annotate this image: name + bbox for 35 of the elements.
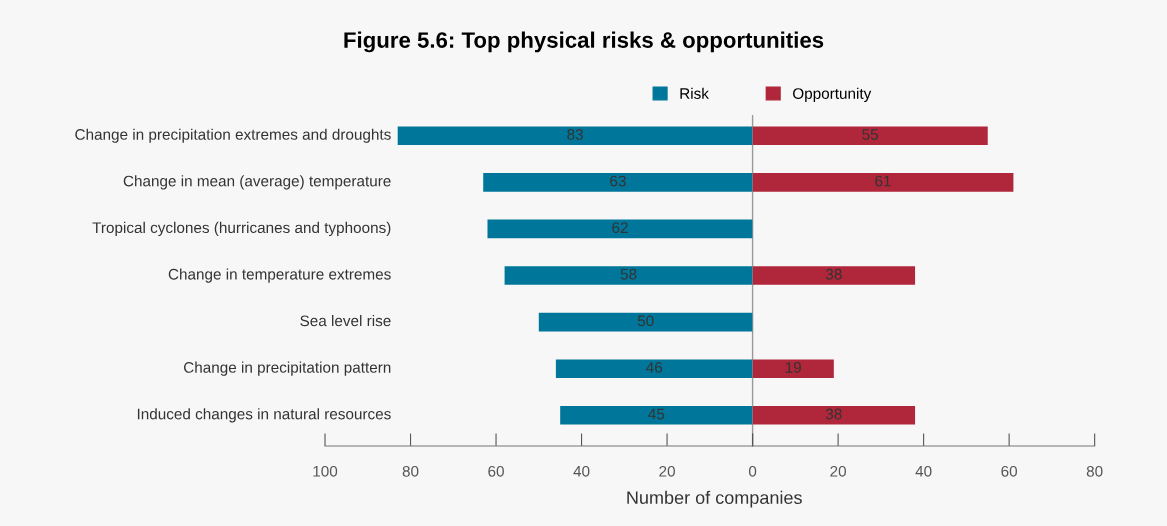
y-tick-label: Change in temperature extremes [168, 268, 391, 283]
x-axis-title: Number of companies [627, 490, 802, 508]
legend-label: Opportunity [793, 87, 872, 102]
data-label: 50 [637, 315, 654, 327]
x-tick-label: 20 [830, 465, 846, 477]
data-label: 46 [646, 361, 663, 373]
data-label: 55 [862, 129, 879, 140]
data-label: 38 [825, 268, 842, 280]
data-label: 19 [785, 361, 801, 373]
x-tick-label: 40 [573, 465, 590, 477]
bar [538, 312, 753, 332]
y-tick-label: Induced changes in natural resources [137, 408, 391, 423]
x-tick-label: 80 [402, 465, 419, 477]
chart-title: Figure 5.6: Top physical risks & opportunities [344, 31, 824, 53]
y-tick-label: Tropical cyclones (hurricanes and typhoons) [92, 221, 391, 237]
x-tick-label: 40 [915, 465, 932, 477]
data-label: 45 [648, 408, 665, 420]
data-label: 61 [875, 175, 891, 187]
x-tick-label: 100 [313, 465, 338, 477]
data-label: 38 [825, 408, 842, 420]
x-tick-label: 20 [659, 465, 675, 477]
legend-label: Risk [680, 87, 709, 99]
y-tick-label: Change in precipitation extremes and droughts [75, 128, 391, 143]
x-tick-label: 60 [1001, 465, 1018, 477]
data-label: 58 [620, 268, 637, 280]
data-label: 63 [610, 175, 626, 187]
y-tick-label: Sea level rise [300, 315, 391, 327]
x-tick-label: 0 [748, 465, 757, 477]
x-tick-label: 80 [1086, 465, 1103, 477]
data-label: 83 [567, 129, 583, 140]
x-tick-label: 60 [488, 465, 504, 477]
y-tick-label: Change in precipitation pattern [183, 361, 391, 376]
y-tick-label: Change in mean (average) temperature [123, 175, 391, 190]
bar [487, 219, 753, 239]
data-label: 62 [612, 222, 628, 234]
